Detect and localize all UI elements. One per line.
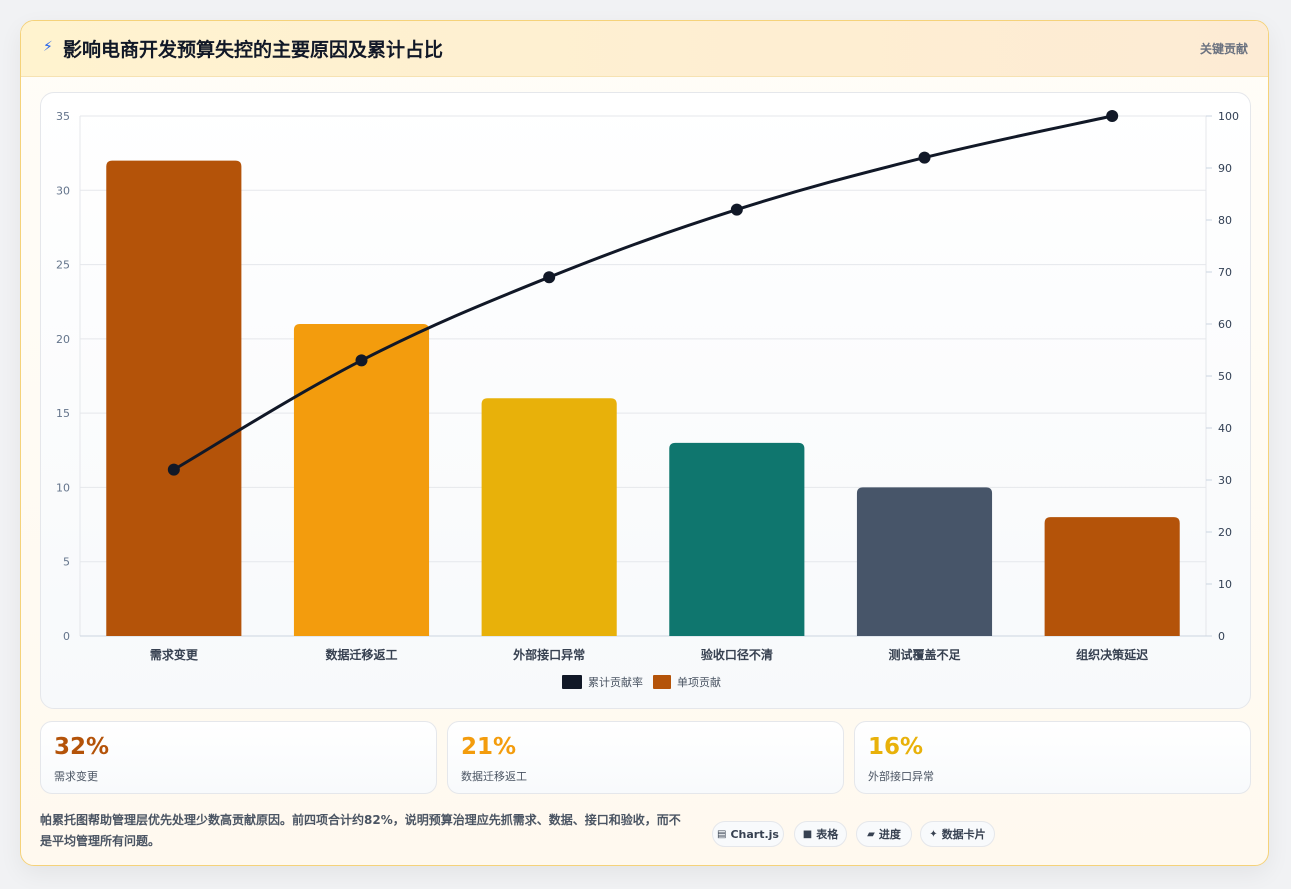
chip-label: Chart.js: [730, 827, 779, 841]
card-header: ⚡ 影响电商开发预算失控的主要原因及累计占比 关键贡献: [21, 21, 1268, 77]
y-right-tick-label: 30: [1218, 474, 1232, 487]
y-left-tick-label: 0: [63, 630, 70, 643]
cumulative-point-3: [543, 271, 556, 284]
chip-progress[interactable]: ▰ 进度: [856, 821, 912, 847]
y-left-tick-label: 35: [56, 110, 70, 123]
stat-label: 需求变更: [54, 770, 98, 783]
lightning-icon: ⚡: [43, 39, 53, 55]
progress-icon: ▰: [867, 828, 875, 840]
x-tick-label: 需求变更: [150, 647, 199, 662]
stat-card-3: 16% 外部接口异常: [854, 721, 1251, 794]
y-left-tick-label: 20: [56, 333, 70, 346]
y-left-tick-label: 10: [56, 481, 70, 494]
bar-3: [481, 398, 617, 636]
legend-swatch: [653, 675, 671, 689]
y-right-tick-label: 10: [1218, 578, 1232, 591]
y-right-tick-label: 60: [1218, 318, 1232, 331]
legend-label: 单项贡献: [677, 675, 721, 689]
x-tick-label: 验收口径不清: [701, 647, 773, 662]
legend-label: 累计贡献率: [588, 675, 643, 689]
y-left-tick-label: 25: [56, 259, 70, 272]
table-icon: ■: [802, 828, 813, 840]
pareto-chart: 0 5 10 15 20 25 30 35 0 10 20 30 40 50 60 70 80 90 100 需求变更…: [56, 110, 1239, 689]
y-right-tick-label: 100: [1218, 110, 1239, 123]
chip-label: 数据卡片: [941, 828, 986, 841]
bar-5: [856, 487, 993, 636]
bar-1: [106, 160, 242, 637]
cumulative-point-5: [918, 151, 931, 164]
y-right-tick-label: 50: [1218, 370, 1232, 383]
y-right-tick-label: 0: [1218, 630, 1225, 643]
chip-table[interactable]: ■ 表格: [794, 821, 847, 847]
stat-label: 外部接口异常: [868, 770, 934, 783]
cumulative-point-6: [1106, 110, 1119, 122]
y-left-tick-label: 30: [56, 184, 70, 197]
y-left-tick-label: 5: [63, 556, 70, 569]
header-tag: 关键贡献: [1199, 42, 1248, 56]
stat-value: 16%: [868, 734, 924, 760]
cumulative-point-4: [730, 203, 743, 216]
y-right-tick-label: 40: [1218, 422, 1232, 435]
stat-label: 数据迁移返工: [461, 770, 527, 783]
y-right-tick-label: 90: [1218, 162, 1232, 175]
y-right-tick-label: 70: [1218, 266, 1232, 279]
stat-card-1: 32% 需求变更: [40, 721, 437, 794]
stat-value: 32%: [54, 734, 110, 760]
summary-text: 帕累托图帮助管理层优先处理少数高贡献原因。前四项合计约82%，说明预算治理应先抓…: [40, 813, 681, 848]
chip-label: 进度: [878, 828, 901, 841]
cumulative-point-1: [167, 463, 180, 476]
chart-card: ⚡ 影响电商开发预算失控的主要原因及累计占比 关键贡献 0 5 10 15 20 25 30…: [20, 20, 1269, 866]
cumulative-point-2: [355, 354, 368, 367]
chart-title: 影响电商开发预算失控的主要原因及累计占比: [63, 39, 444, 61]
bar-4: [669, 442, 805, 636]
cumulative-line: [173, 114, 1113, 471]
calendar-icon: ▤: [717, 828, 727, 840]
sparkle-icon: ✦: [929, 828, 938, 840]
y-right-tick-label: 80: [1218, 214, 1232, 227]
x-tick-label: 数据迁移返工: [325, 647, 397, 662]
chip-data-card[interactable]: ✦ 数据卡片: [920, 821, 995, 847]
x-tick-label: 组织决策延迟: [1076, 647, 1148, 662]
y-left-tick-label: 15: [56, 407, 70, 420]
y-right-tick-label: 20: [1218, 526, 1232, 539]
stat-card-2: 21% 数据迁移返工: [447, 721, 844, 794]
chip-label: 表格: [816, 828, 839, 841]
stat-value: 21%: [461, 734, 517, 760]
x-tick-label: 测试覆盖不足: [888, 647, 960, 662]
legend-swatch: [562, 675, 582, 689]
x-tick-label: 外部接口异常: [513, 647, 585, 662]
chart-panel: 0 5 10 15 20 25 30 35 0 10 20 30 40 50 60 70 80 90 100 需求变更…: [40, 92, 1251, 709]
bar-6: [1044, 517, 1180, 636]
bar-2: [293, 324, 430, 636]
chip-chartjs[interactable]: ▤ Chart.js: [712, 821, 784, 847]
